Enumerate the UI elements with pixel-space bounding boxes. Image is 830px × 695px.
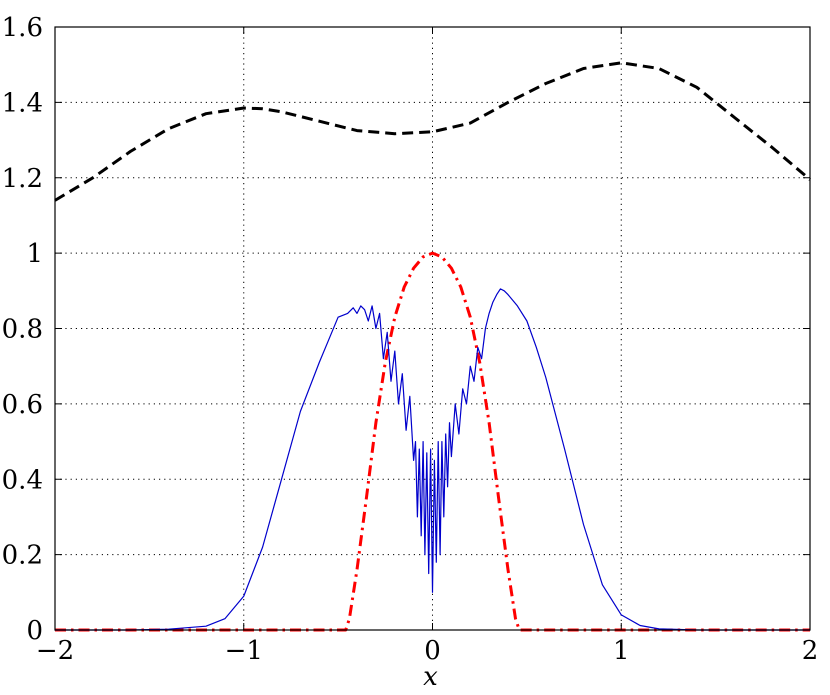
series-line-3 bbox=[55, 288, 810, 631]
y-tick-label: 1 bbox=[26, 239, 43, 269]
grid bbox=[55, 27, 810, 630]
y-tick-label: 0.6 bbox=[2, 390, 43, 420]
y-tick-label: 1.4 bbox=[2, 88, 43, 118]
y-tick-label: 0.8 bbox=[2, 315, 43, 345]
y-tick-label: 1.6 bbox=[2, 13, 43, 43]
x-tick-label: −1 bbox=[225, 636, 263, 666]
x-tick-label: 1 bbox=[613, 636, 630, 666]
series-group bbox=[54, 61, 811, 632]
series-line-2 bbox=[55, 251, 810, 632]
x-tick-label: 0 bbox=[424, 636, 441, 666]
y-tick-labels: 0 0.2 0.4 0.6 0.8 1 1.2 1.4 1.6 bbox=[2, 13, 43, 646]
x-tick-label: −2 bbox=[36, 636, 74, 666]
x-tick-labels: −2 −1 0 1 2 bbox=[36, 636, 818, 666]
y-tick-label: 1.2 bbox=[2, 164, 43, 194]
x-tick-label: 2 bbox=[802, 636, 819, 666]
plot-frame bbox=[54, 26, 811, 631]
y-tick-label: 0 bbox=[26, 616, 43, 646]
series-line-1 bbox=[54, 61, 811, 202]
tick-marks bbox=[54, 26, 811, 631]
y-tick-label: 0.4 bbox=[2, 465, 43, 495]
y-tick-label: 0.2 bbox=[2, 541, 43, 571]
x-axis-label: x bbox=[423, 662, 438, 692]
